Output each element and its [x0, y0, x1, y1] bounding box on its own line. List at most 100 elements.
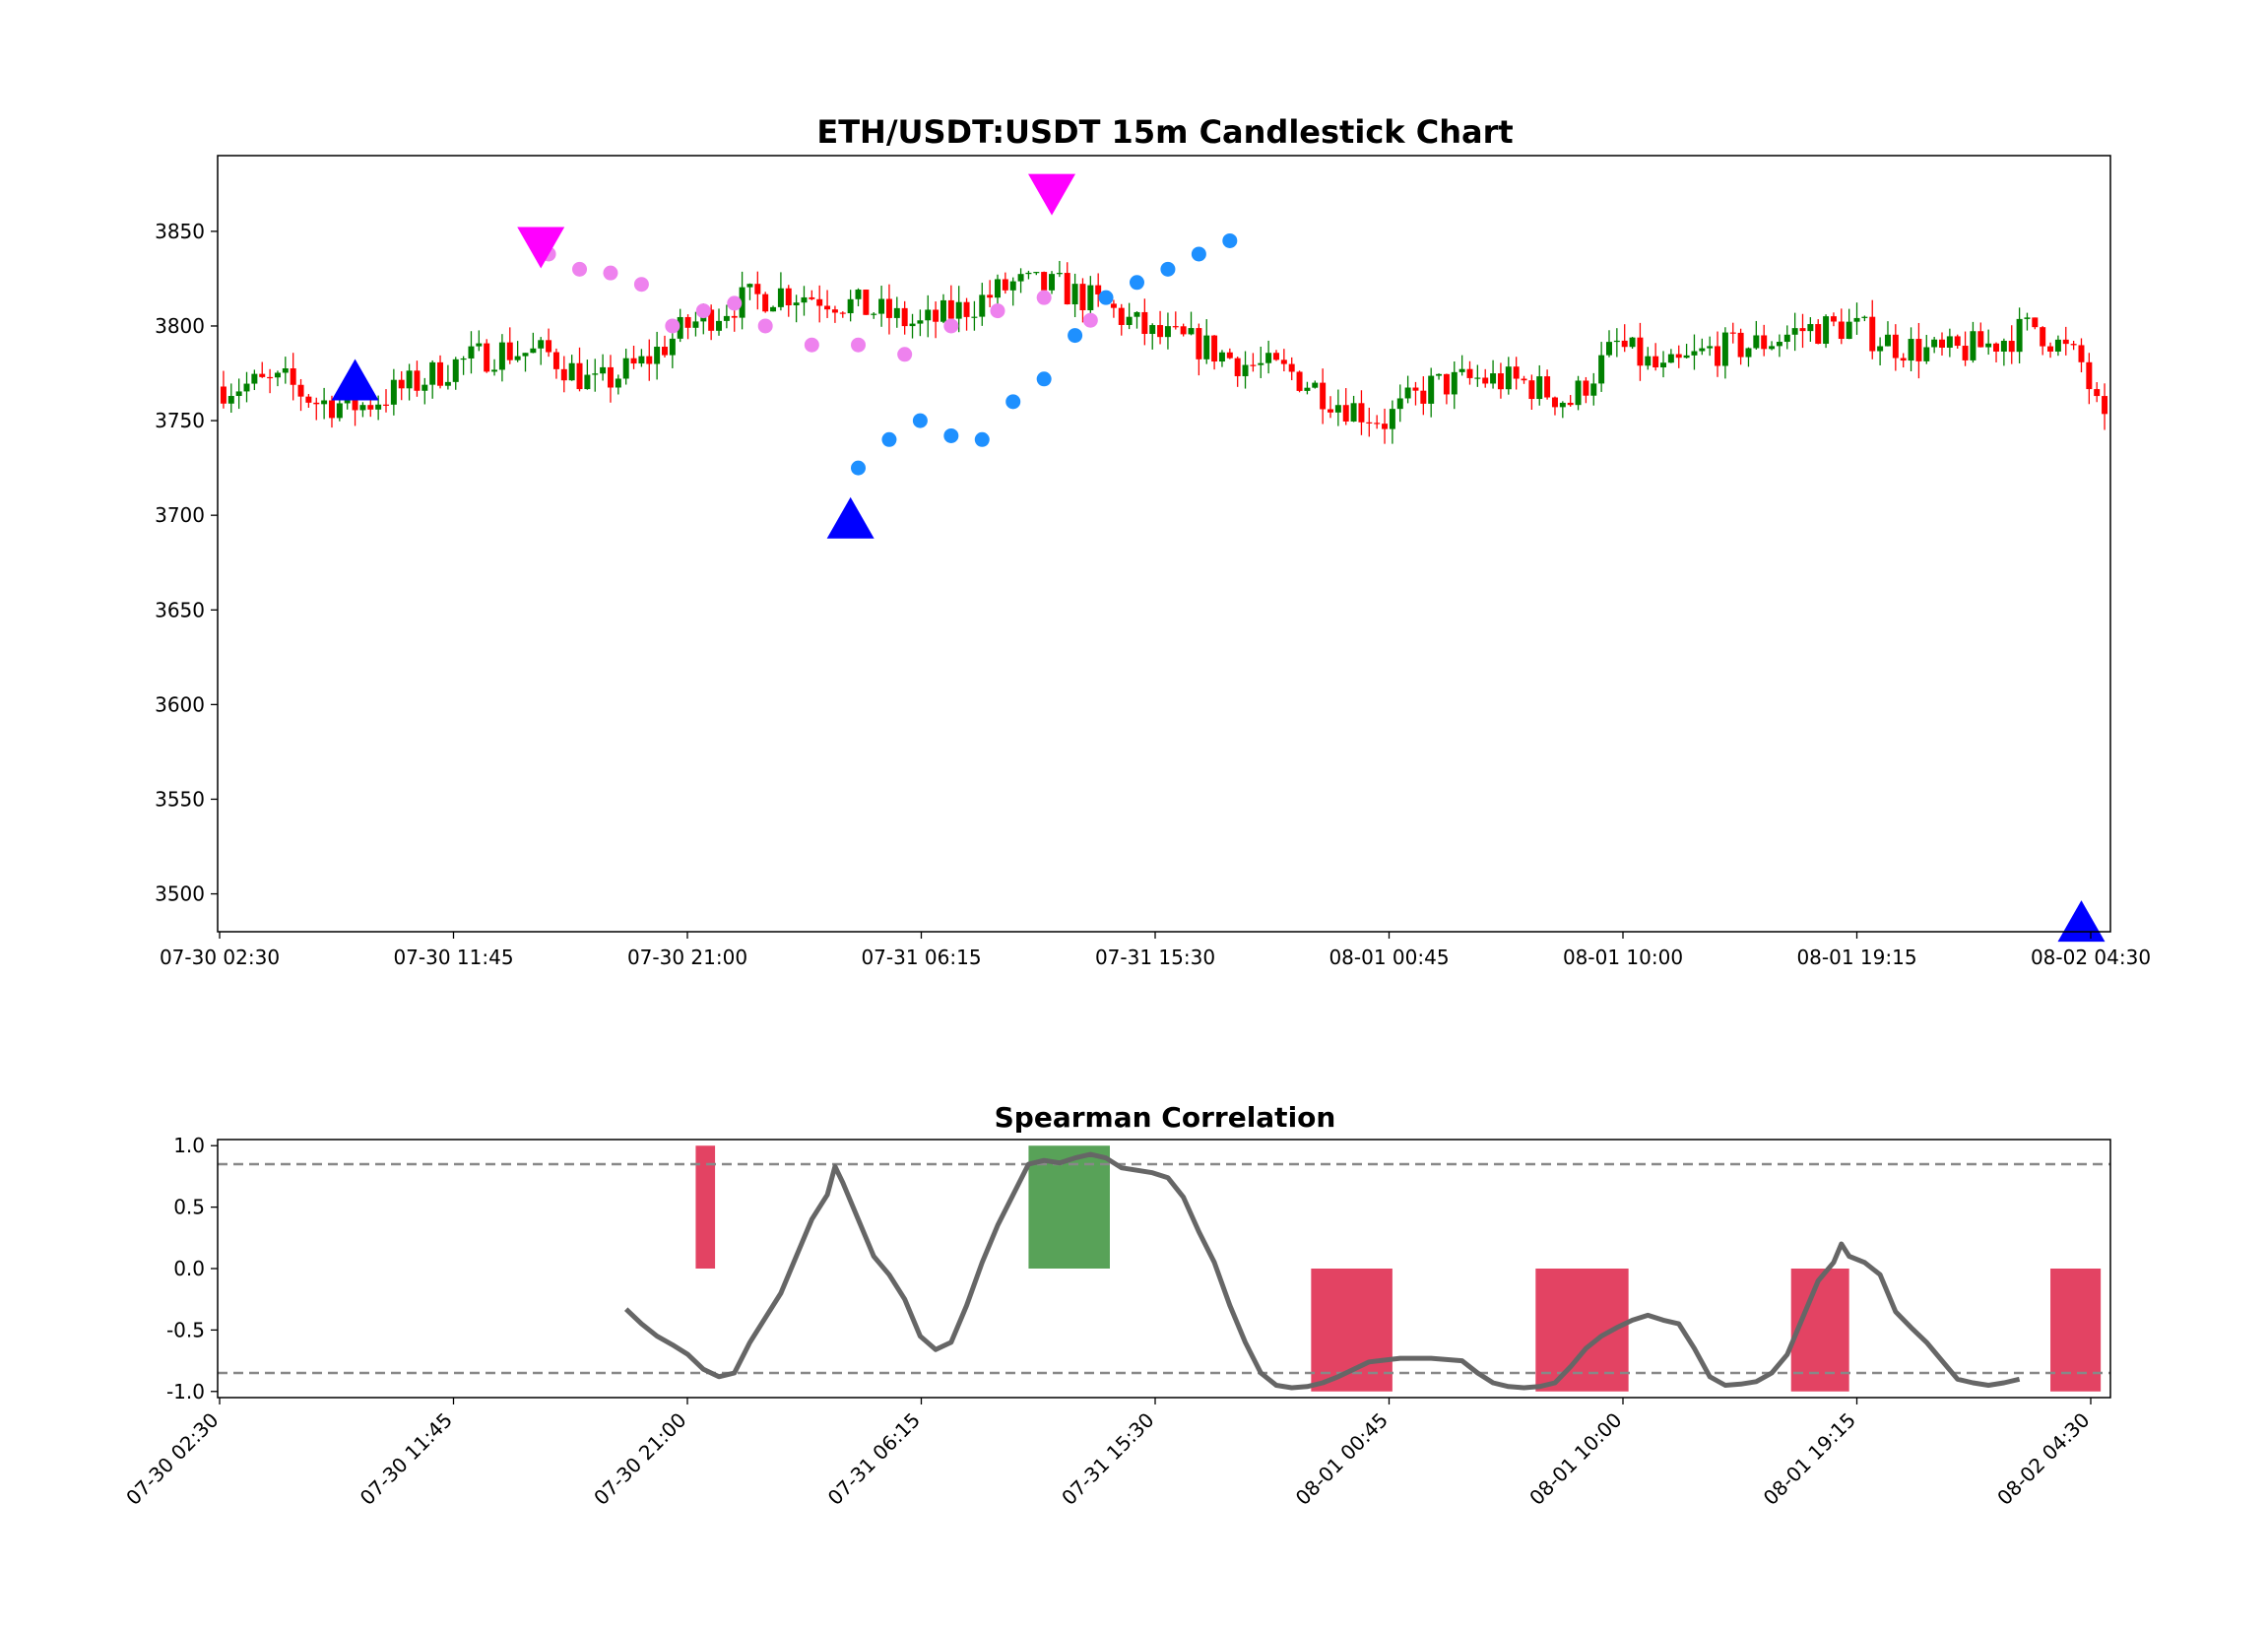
- candle-body: [723, 315, 730, 321]
- candle-body: [669, 338, 676, 356]
- candle-body: [243, 383, 250, 392]
- candle-body: [1830, 316, 1837, 322]
- candle-body: [530, 348, 537, 354]
- candle-body: [1265, 353, 1272, 363]
- candle-body: [1250, 364, 1257, 366]
- candle-body: [731, 315, 738, 318]
- candle-body: [1342, 405, 1349, 422]
- candle-body: [762, 294, 769, 312]
- candle-body: [1466, 368, 1473, 378]
- indicator-dot: [897, 347, 913, 362]
- y-tick-label: 3700: [155, 503, 205, 527]
- indicator-dot: [974, 431, 990, 447]
- candle-body: [1783, 334, 1790, 343]
- candle-body: [2000, 341, 2007, 352]
- candle-body: [1118, 307, 1125, 325]
- x-tick-label: 07-31 06:15: [823, 1408, 925, 1510]
- indicator-dot: [804, 337, 819, 353]
- candle-body: [878, 298, 885, 314]
- y-tick-label: 3550: [155, 787, 205, 811]
- candle-body: [1823, 316, 1830, 345]
- candle-body: [1436, 373, 1443, 376]
- candle-body: [831, 309, 838, 313]
- candle-body: [777, 288, 784, 307]
- buy-signal-marker: [826, 496, 875, 539]
- candle-body: [1002, 279, 1008, 291]
- candle-body: [1683, 355, 1690, 359]
- candle-body: [1985, 343, 1992, 348]
- x-tick-label: 08-01 00:45: [1291, 1408, 1393, 1510]
- price-chart-plot: [220, 173, 2108, 943]
- candle-body: [1017, 274, 1024, 282]
- candle-body: [770, 306, 777, 312]
- y-tick-label: 1.0: [173, 1134, 205, 1157]
- candle-body: [1095, 285, 1102, 294]
- candle-body: [1528, 380, 1535, 400]
- candle-body: [995, 279, 1001, 298]
- candle-body: [1328, 409, 1333, 413]
- candle-body: [1009, 281, 1016, 291]
- candle-body: [398, 379, 405, 389]
- candle-body: [1737, 332, 1744, 358]
- candle-body: [677, 316, 683, 339]
- candle-body: [1211, 335, 1218, 362]
- candle-body: [1567, 402, 1574, 406]
- candle-body: [1334, 405, 1341, 413]
- x-tick-label: 08-01 10:00: [1563, 946, 1683, 969]
- indicator-dot: [1222, 232, 1238, 248]
- sell-signal-marker: [1028, 173, 1076, 216]
- candle-body: [615, 378, 621, 388]
- candle-body: [1134, 311, 1140, 317]
- candle-body: [576, 362, 583, 390]
- x-tick-label: 07-30 02:30: [121, 1408, 223, 1510]
- candle-body: [1815, 324, 1822, 345]
- candle-body: [925, 309, 932, 321]
- candle-body: [1226, 352, 1233, 359]
- candle-body: [321, 400, 328, 405]
- y-tick-label: 3750: [155, 409, 205, 432]
- candle-body: [901, 307, 908, 327]
- candle-body: [1320, 382, 1327, 410]
- indicator-dot: [943, 318, 959, 334]
- candle-body: [785, 288, 792, 306]
- candle-body: [1729, 332, 1736, 334]
- candle-body: [305, 396, 312, 403]
- indicator-dot: [727, 295, 743, 311]
- candle-body: [1660, 362, 1667, 368]
- candle-body: [1041, 272, 1048, 291]
- candle-body: [739, 287, 745, 318]
- candle-body: [746, 284, 753, 288]
- candle-body: [2016, 318, 2023, 353]
- candle-body: [1799, 328, 1806, 332]
- candle-body: [2086, 361, 2093, 390]
- candle-body: [1915, 339, 1922, 361]
- candle-body: [1745, 348, 1752, 358]
- price-chart-frame: [217, 155, 2111, 933]
- x-tick-label: 07-30 11:45: [393, 946, 513, 969]
- candle-body: [661, 347, 668, 356]
- candle-body: [2062, 339, 2069, 345]
- candle-body: [600, 366, 607, 374]
- candle-body: [1861, 316, 1868, 318]
- candle-body: [1272, 353, 1279, 360]
- candle-body: [414, 370, 421, 391]
- candle-body: [1242, 364, 1249, 376]
- candle-body: [1443, 373, 1450, 395]
- x-tick-label: 08-01 19:15: [1759, 1408, 1860, 1510]
- candle-body: [1900, 358, 1907, 361]
- candle-body: [2024, 317, 2031, 319]
- candle-body: [947, 299, 954, 319]
- candle-body: [1141, 311, 1148, 335]
- candle-body: [1056, 273, 1063, 275]
- candle-body: [622, 358, 629, 379]
- candle-body: [1521, 378, 1527, 381]
- candle-body: [1598, 355, 1605, 384]
- candle-body: [1892, 334, 1899, 359]
- candle-body: [1312, 382, 1319, 388]
- candle-body: [1157, 325, 1164, 338]
- indicator-dot: [1005, 394, 1021, 410]
- candle-body: [452, 359, 459, 382]
- candle-body: [1652, 356, 1659, 368]
- indicator-dot: [1160, 261, 1176, 277]
- candle-body: [1497, 373, 1504, 390]
